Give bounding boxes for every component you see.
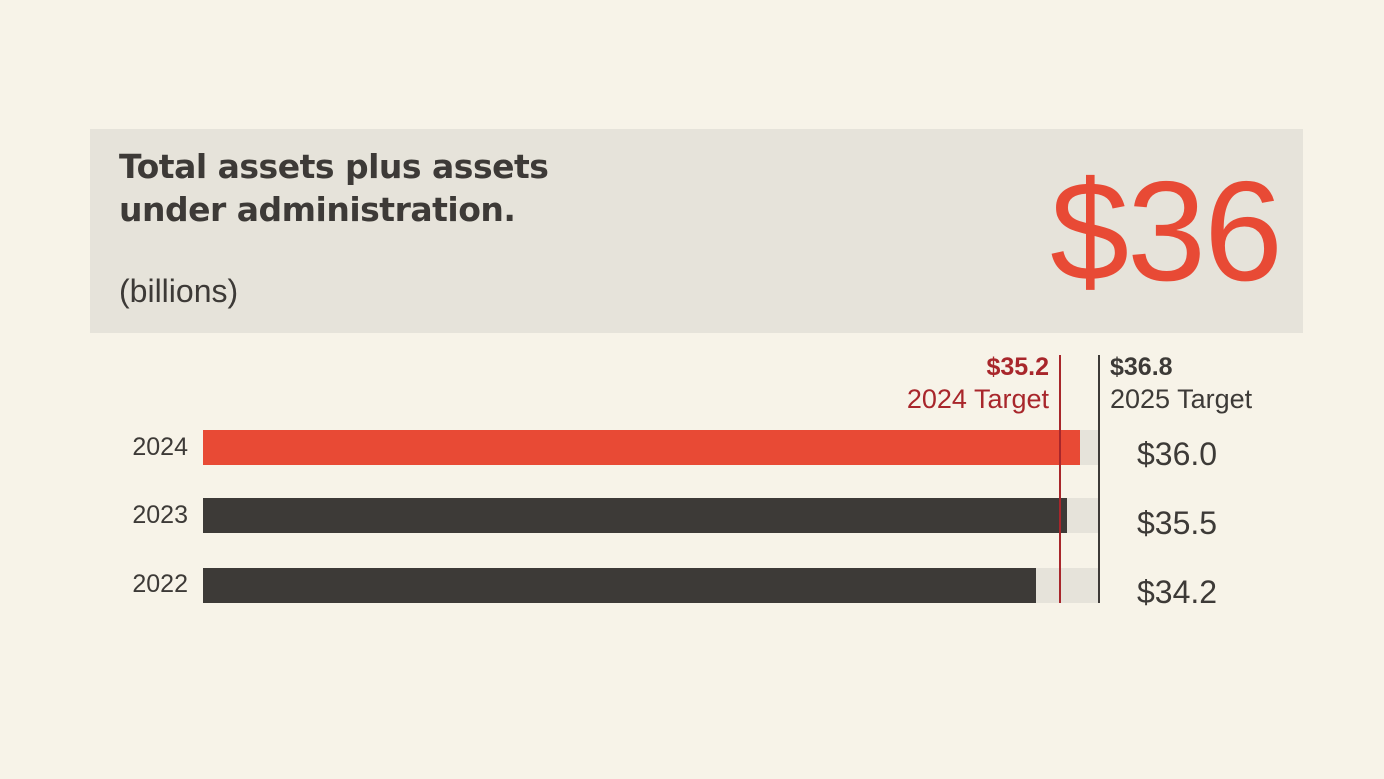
chart-unit: (billions) bbox=[119, 273, 239, 309]
value-label: $36.0 bbox=[1137, 436, 1218, 472]
headline-value: $36 bbox=[1050, 152, 1283, 311]
value-label: $35.5 bbox=[1137, 505, 1218, 541]
bar-2022 bbox=[203, 568, 1036, 603]
header-panel: Total assets plus assets under administr… bbox=[90, 129, 1303, 333]
value-label: $34.2 bbox=[1137, 574, 1218, 610]
year-label: 2024 bbox=[132, 433, 188, 461]
bar-2023 bbox=[203, 498, 1068, 533]
target-line-2025 bbox=[1098, 355, 1100, 603]
target-line-2024 bbox=[1059, 355, 1062, 603]
target-2024-value: $35.2 bbox=[986, 353, 1049, 381]
chart-title: Total assets plus assets under administr… bbox=[119, 147, 549, 229]
target-2025-value: $36.8 bbox=[1110, 353, 1173, 381]
target-2025-label: 2025 Target bbox=[1110, 384, 1253, 414]
bar-2024 bbox=[203, 430, 1080, 465]
year-label: 2022 bbox=[132, 570, 188, 598]
target-2024-label: 2024 Target bbox=[906, 384, 1049, 414]
year-label: 2023 bbox=[132, 501, 188, 529]
